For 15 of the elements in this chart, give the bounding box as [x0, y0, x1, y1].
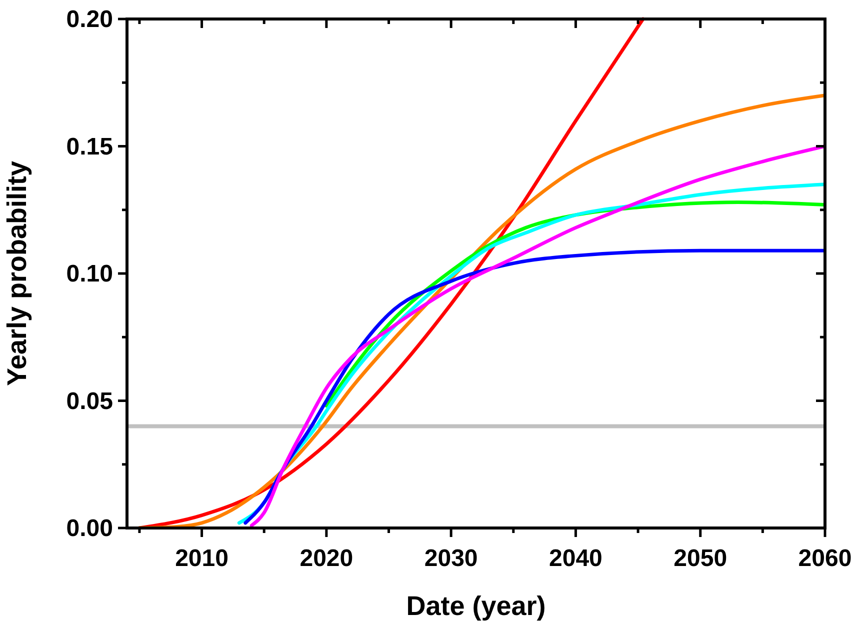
y-tick-label: 0.15 [66, 133, 113, 160]
y-tick-label: 0.10 [66, 260, 113, 288]
x-tick-label: 2050 [674, 545, 728, 572]
y-tick-label: 0.20 [66, 6, 113, 33]
x-axis-title: Date (year) [406, 591, 546, 621]
y-axis-title: Yearly probability [2, 160, 32, 386]
x-tick-label: 2040 [549, 545, 602, 572]
x-tick-label: 2030 [424, 545, 478, 572]
y-tick-label: 0.05 [66, 388, 113, 415]
line-series [244, 248, 825, 525]
x-tick-label: 2010 [175, 545, 228, 572]
x-tick-label: 2020 [300, 545, 354, 572]
x-tick-label: 2060 [798, 545, 852, 572]
line-series [138, 94, 825, 528]
y-tick-label: 0.00 [66, 515, 113, 542]
